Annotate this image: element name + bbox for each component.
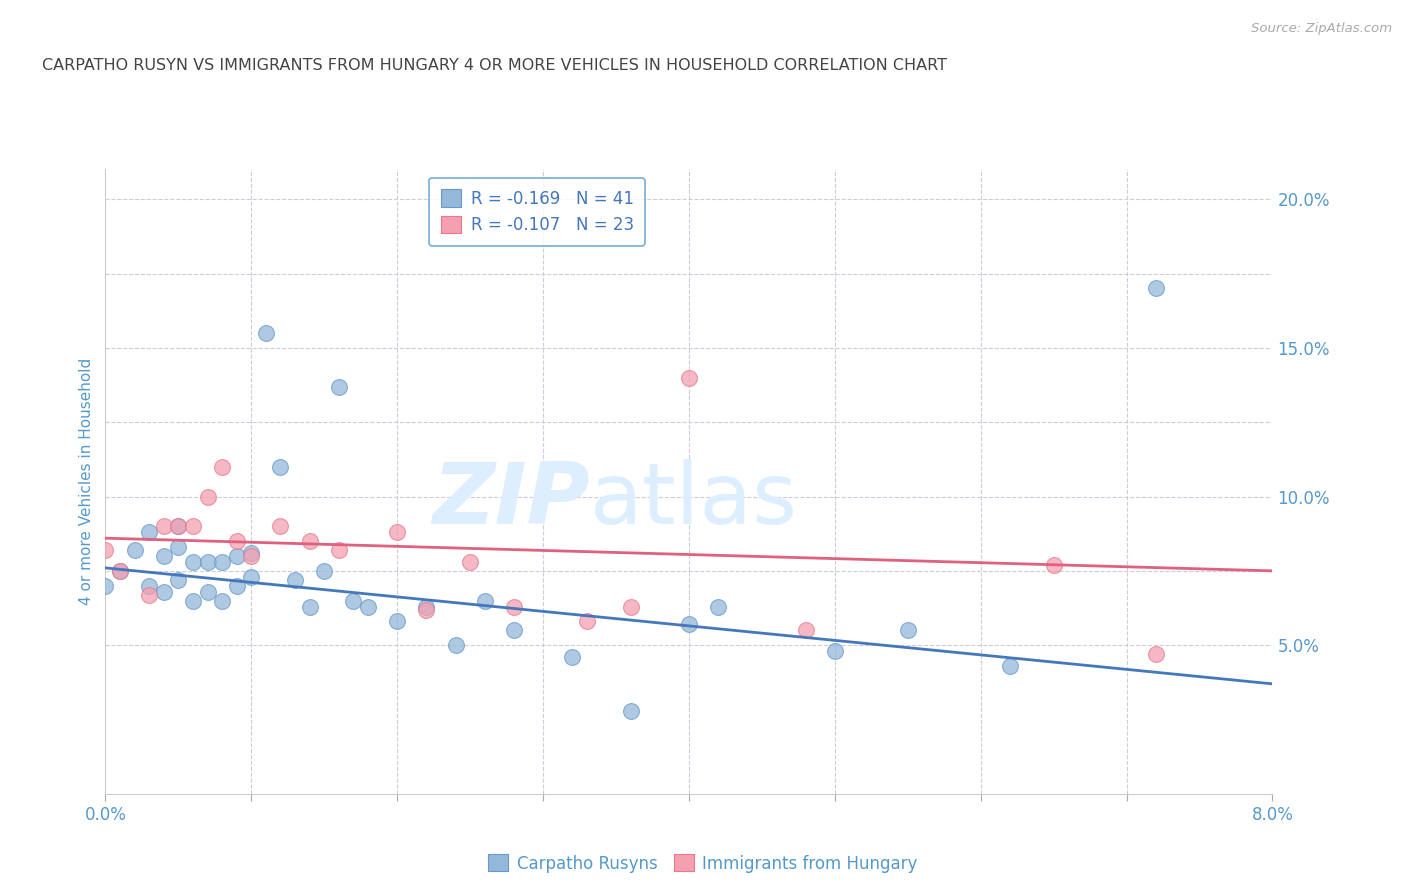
- Point: [167, 573, 190, 587]
- Point: [342, 593, 364, 607]
- Point: [998, 659, 1021, 673]
- Point: [503, 624, 526, 638]
- Point: [240, 546, 263, 560]
- Point: [503, 599, 526, 614]
- Point: [1144, 647, 1167, 661]
- Point: [197, 584, 219, 599]
- Point: [269, 519, 292, 533]
- Point: [181, 593, 204, 607]
- Legend: R = -0.169   N = 41, R = -0.107   N = 23: R = -0.169 N = 41, R = -0.107 N = 23: [429, 178, 645, 246]
- Legend: Carpatho Rusyns, Immigrants from Hungary: Carpatho Rusyns, Immigrants from Hungary: [482, 847, 924, 880]
- Point: [197, 555, 219, 569]
- Point: [269, 459, 292, 474]
- Point: [385, 615, 408, 629]
- Point: [284, 573, 307, 587]
- Point: [254, 326, 277, 340]
- Point: [181, 555, 204, 569]
- Point: [357, 599, 380, 614]
- Point: [181, 519, 204, 533]
- Point: [458, 555, 481, 569]
- Point: [124, 543, 146, 558]
- Point: [385, 525, 408, 540]
- Point: [707, 599, 730, 614]
- Y-axis label: 4 or more Vehicles in Household: 4 or more Vehicles in Household: [79, 358, 94, 606]
- Point: [575, 615, 598, 629]
- Point: [824, 644, 846, 658]
- Point: [561, 650, 583, 665]
- Point: [138, 579, 160, 593]
- Point: [167, 540, 190, 554]
- Text: CARPATHO RUSYN VS IMMIGRANTS FROM HUNGARY 4 OR MORE VEHICLES IN HOUSEHOLD CORREL: CARPATHO RUSYN VS IMMIGRANTS FROM HUNGAR…: [42, 58, 948, 73]
- Point: [678, 370, 700, 384]
- Text: atlas: atlas: [589, 458, 797, 542]
- Point: [678, 617, 700, 632]
- Point: [167, 519, 190, 533]
- Point: [167, 519, 190, 533]
- Point: [474, 593, 496, 607]
- Point: [138, 588, 160, 602]
- Point: [1042, 558, 1064, 572]
- Text: Source: ZipAtlas.com: Source: ZipAtlas.com: [1251, 22, 1392, 36]
- Point: [619, 704, 641, 718]
- Point: [94, 543, 117, 558]
- Point: [225, 534, 247, 549]
- Point: [794, 624, 817, 638]
- Point: [240, 549, 263, 563]
- Point: [444, 638, 467, 652]
- Point: [211, 555, 233, 569]
- Point: [298, 534, 321, 549]
- Point: [153, 519, 174, 533]
- Point: [225, 579, 247, 593]
- Point: [225, 549, 247, 563]
- Point: [1144, 281, 1167, 295]
- Point: [211, 459, 233, 474]
- Point: [314, 564, 336, 578]
- Point: [298, 599, 321, 614]
- Point: [415, 602, 437, 616]
- Point: [197, 490, 219, 504]
- Point: [138, 525, 160, 540]
- Text: ZIP: ZIP: [432, 458, 589, 542]
- Point: [897, 624, 920, 638]
- Point: [415, 599, 437, 614]
- Point: [153, 584, 174, 599]
- Point: [328, 543, 350, 558]
- Point: [328, 379, 350, 393]
- Point: [108, 564, 131, 578]
- Point: [211, 593, 233, 607]
- Point: [94, 579, 117, 593]
- Point: [240, 570, 263, 584]
- Point: [108, 564, 131, 578]
- Point: [153, 549, 174, 563]
- Point: [619, 599, 641, 614]
